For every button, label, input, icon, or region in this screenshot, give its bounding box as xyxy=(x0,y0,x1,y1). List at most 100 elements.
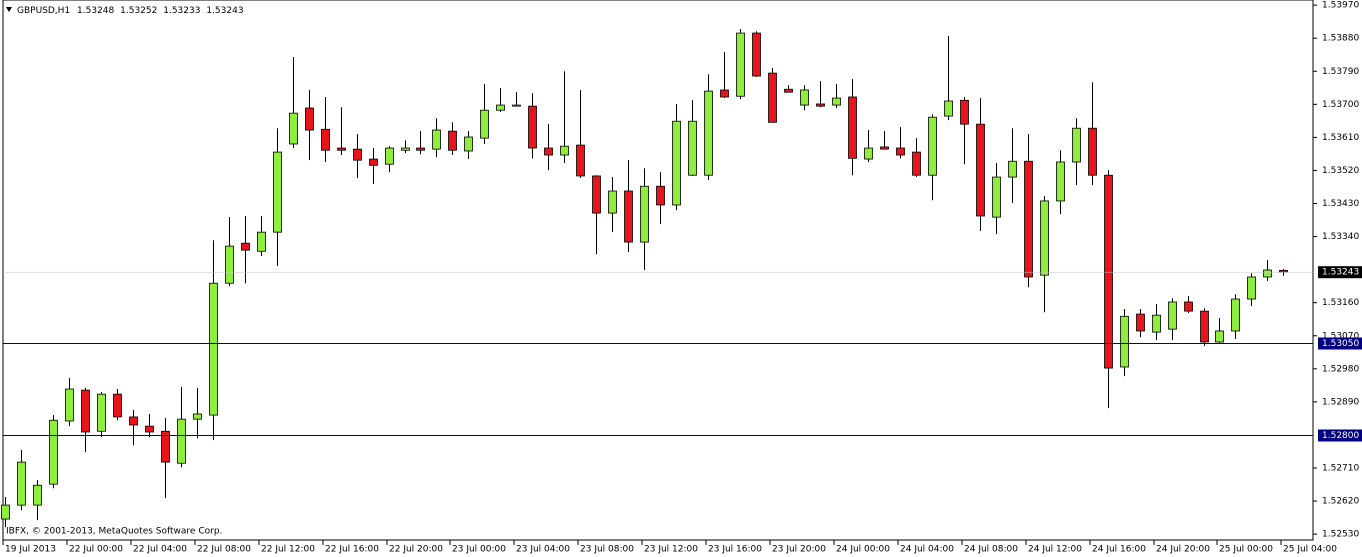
candle-body xyxy=(305,107,314,131)
y-tick-label: 1.52980 xyxy=(1322,364,1359,374)
candle-body xyxy=(1263,269,1272,278)
x-tick-label: 23 Jul 12:00 xyxy=(644,545,698,555)
candle-body xyxy=(560,145,569,156)
candle-body xyxy=(784,88,793,93)
candle-body xyxy=(992,176,1001,218)
y-tick-label: 1.53970 xyxy=(1322,1,1359,11)
candle-body xyxy=(1120,315,1129,368)
candle-body xyxy=(273,151,282,233)
candle-body xyxy=(81,389,90,433)
candle-body xyxy=(768,72,777,123)
candle-body xyxy=(193,413,202,420)
symbol: GBPUSD,H1 xyxy=(17,6,70,16)
low-value: 1.53233 xyxy=(163,6,200,16)
x-tick-label: 24 Jul 04:00 xyxy=(900,545,954,555)
y-tick-label: 1.52530 xyxy=(1322,530,1359,540)
header: GBPUSD,H1 1.53248 1.53252 1.53233 1.5324… xyxy=(17,6,244,16)
y-tick-label: 1.53790 xyxy=(1322,67,1359,77)
y-tick-label: 1.52890 xyxy=(1322,397,1359,407)
candle-body xyxy=(432,129,441,150)
menu-icon xyxy=(6,7,12,12)
candle-body xyxy=(928,116,937,176)
candle-body xyxy=(896,147,905,156)
candle-body xyxy=(656,185,665,206)
high-value: 1.53252 xyxy=(120,6,157,16)
close-value: 1.53243 xyxy=(206,6,243,16)
candle-body xyxy=(752,32,761,77)
h-line-label: 1.52800 xyxy=(1322,431,1359,441)
candle-body xyxy=(1184,301,1193,312)
candle-body xyxy=(608,190,617,214)
candle-body xyxy=(1231,298,1240,332)
h-line-label-box xyxy=(1318,337,1362,350)
candle-body xyxy=(1056,161,1065,202)
candle-body xyxy=(960,99,969,125)
x-tick-label: 25 Jul 00:00 xyxy=(1219,545,1273,555)
candle-body xyxy=(688,120,697,176)
candle-body xyxy=(1152,314,1161,333)
candle-body xyxy=(49,419,58,485)
candle-body xyxy=(113,393,122,418)
candle-body xyxy=(864,147,873,160)
x-tick-label: 23 Jul 08:00 xyxy=(580,545,634,555)
x-tick-label: 22 Jul 04:00 xyxy=(133,545,187,555)
candle-body xyxy=(512,104,521,107)
y-tick-label: 1.52620 xyxy=(1322,497,1359,507)
candle-body xyxy=(912,151,921,176)
candle-body xyxy=(1104,174,1113,369)
x-tick-label: 23 Jul 20:00 xyxy=(772,545,826,555)
candle-body xyxy=(736,32,745,97)
candle-body xyxy=(944,100,953,117)
plot-frame xyxy=(2,0,1314,541)
candle-body xyxy=(976,123,985,217)
candle-body xyxy=(448,130,457,151)
candle-body xyxy=(528,105,537,149)
candle-body xyxy=(880,146,889,150)
h-line-label-box xyxy=(1318,429,1362,442)
candle-body xyxy=(1168,301,1177,330)
y-tick-label: 1.53070 xyxy=(1322,331,1359,341)
candle-body xyxy=(1088,127,1097,176)
candle-body xyxy=(800,89,809,106)
x-tick-label: 24 Jul 16:00 xyxy=(1092,545,1146,555)
x-tick-label: 22 Jul 00:00 xyxy=(69,545,123,555)
candle-body xyxy=(464,136,473,152)
candle-body xyxy=(480,109,489,139)
y-tick-label: 1.53160 xyxy=(1322,298,1359,308)
candle-body xyxy=(145,425,154,433)
candle-body xyxy=(385,147,394,165)
price-label: 1.53243 xyxy=(1322,268,1359,278)
candle-body xyxy=(97,393,106,432)
candle-body xyxy=(1247,276,1256,300)
price-label-box xyxy=(1318,266,1362,279)
candle-body xyxy=(161,430,170,463)
candle-body xyxy=(369,158,378,166)
x-tick-label: 23 Jul 16:00 xyxy=(708,545,762,555)
candle-body xyxy=(592,175,601,214)
candle-body xyxy=(544,147,553,156)
candle-body xyxy=(401,147,410,151)
candle-body xyxy=(832,97,841,106)
candle-body xyxy=(129,416,138,426)
y-tick-label: 1.53430 xyxy=(1322,199,1359,209)
candle-body xyxy=(289,112,298,145)
y-tick-label: 1.53610 xyxy=(1322,133,1359,143)
candle-body xyxy=(416,147,425,151)
x-tick-label: 22 Jul 20:00 xyxy=(389,545,443,555)
open-value: 1.53248 xyxy=(77,6,114,16)
candle-body xyxy=(337,147,346,151)
candle-body xyxy=(1040,200,1049,276)
candle-body xyxy=(816,103,825,107)
y-tick-label: 1.53700 xyxy=(1322,100,1359,110)
copyright: IBFX, © 2001-2013, MetaQuotes Software C… xyxy=(6,527,222,537)
x-tick-label: 22 Jul 08:00 xyxy=(197,545,251,555)
x-tick-label: 24 Jul 00:00 xyxy=(836,545,890,555)
x-tick-label: 25 Jul 04:00 xyxy=(1283,545,1337,555)
x-tick-label: 22 Jul 12:00 xyxy=(261,545,315,555)
y-tick-label: 1.52710 xyxy=(1322,464,1359,474)
candle-body xyxy=(576,144,585,177)
candle-body xyxy=(672,120,681,206)
candle-body xyxy=(1200,310,1209,343)
